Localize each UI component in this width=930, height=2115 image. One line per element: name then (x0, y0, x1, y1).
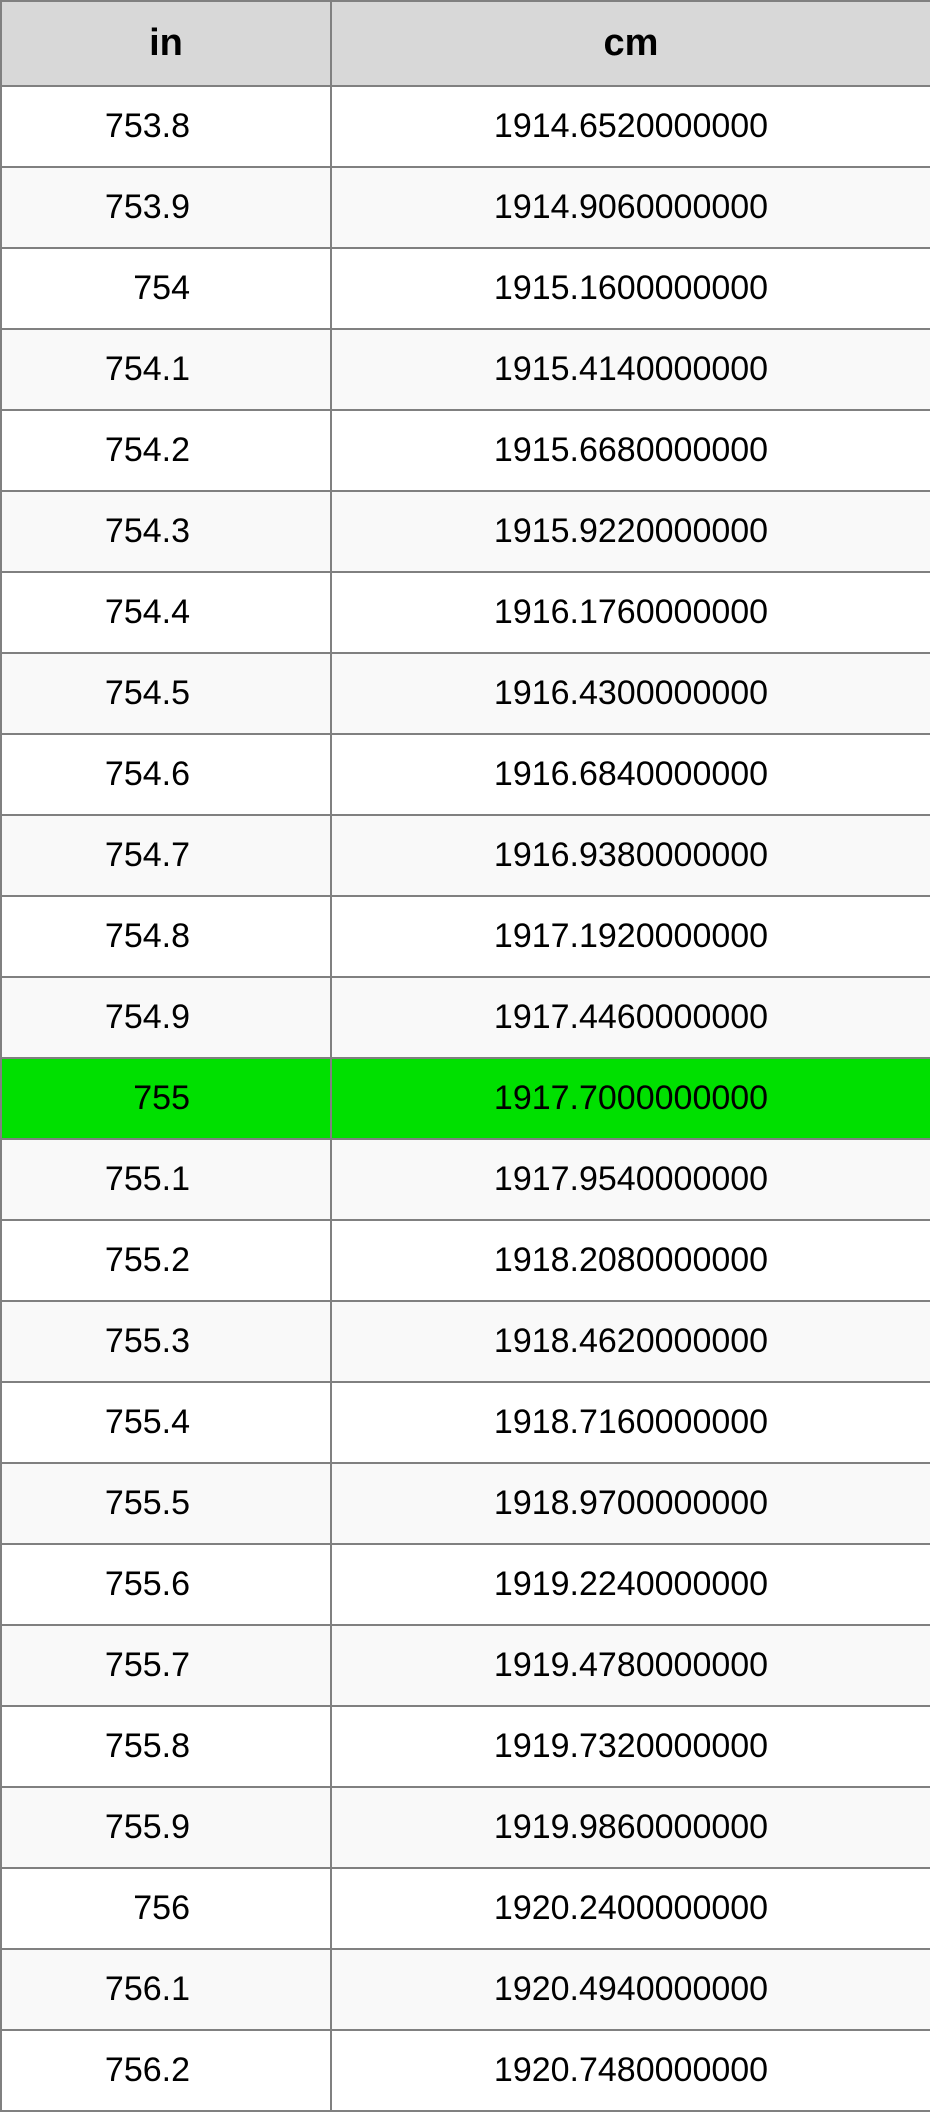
cell-cm: 1918.4620000000 (331, 1301, 930, 1382)
cell-in: 754.5 (1, 653, 331, 734)
cell-cm: 1919.2240000000 (331, 1544, 930, 1625)
table-row: 754.41916.1760000000 (1, 572, 930, 653)
cell-in: 755.6 (1, 1544, 331, 1625)
table-header-row: in cm (1, 1, 930, 86)
table-row: 755.81919.7320000000 (1, 1706, 930, 1787)
cell-in: 755.9 (1, 1787, 331, 1868)
cell-in: 754.2 (1, 410, 331, 491)
cell-cm: 1920.2400000000 (331, 1868, 930, 1949)
cell-in: 754.9 (1, 977, 331, 1058)
cell-cm: 1918.9700000000 (331, 1463, 930, 1544)
table-row: 755.21918.2080000000 (1, 1220, 930, 1301)
cell-in: 753.8 (1, 86, 331, 167)
table-row: 7541915.1600000000 (1, 248, 930, 329)
cell-cm: 1917.9540000000 (331, 1139, 930, 1220)
table-row: 754.21915.6680000000 (1, 410, 930, 491)
table-row: 754.81917.1920000000 (1, 896, 930, 977)
table-row: 756.21920.7480000000 (1, 2030, 930, 2111)
cell-cm: 1915.6680000000 (331, 410, 930, 491)
cell-in: 755.4 (1, 1382, 331, 1463)
cell-cm: 1920.4940000000 (331, 1949, 930, 2030)
cell-cm: 1919.9860000000 (331, 1787, 930, 1868)
table-row: 755.61919.2240000000 (1, 1544, 930, 1625)
cell-in: 755.5 (1, 1463, 331, 1544)
table-row: 754.91917.4460000000 (1, 977, 930, 1058)
table-row: 754.51916.4300000000 (1, 653, 930, 734)
cell-cm: 1916.4300000000 (331, 653, 930, 734)
cell-in: 755.2 (1, 1220, 331, 1301)
cell-cm: 1915.1600000000 (331, 248, 930, 329)
table-row: 755.51918.9700000000 (1, 1463, 930, 1544)
cell-in: 754.6 (1, 734, 331, 815)
table-row: 753.91914.9060000000 (1, 167, 930, 248)
cell-in: 754.4 (1, 572, 331, 653)
table-row: 754.61916.6840000000 (1, 734, 930, 815)
table-row: 756.11920.4940000000 (1, 1949, 930, 2030)
cell-in: 754.7 (1, 815, 331, 896)
table-row: 754.71916.9380000000 (1, 815, 930, 896)
cell-in: 756 (1, 1868, 331, 1949)
table-row: 754.11915.4140000000 (1, 329, 930, 410)
cell-cm: 1918.7160000000 (331, 1382, 930, 1463)
cell-cm: 1914.9060000000 (331, 167, 930, 248)
table-row: 755.71919.4780000000 (1, 1625, 930, 1706)
cell-in: 754.8 (1, 896, 331, 977)
cell-in: 754 (1, 248, 331, 329)
cell-in: 754.3 (1, 491, 331, 572)
cell-cm: 1916.6840000000 (331, 734, 930, 815)
cell-in: 755.3 (1, 1301, 331, 1382)
cell-cm: 1914.6520000000 (331, 86, 930, 167)
cell-cm: 1918.2080000000 (331, 1220, 930, 1301)
cell-cm: 1916.9380000000 (331, 815, 930, 896)
table-row: 7561920.2400000000 (1, 1868, 930, 1949)
cell-cm: 1917.7000000000 (331, 1058, 930, 1139)
table-row: 7551917.7000000000 (1, 1058, 930, 1139)
table-row: 754.31915.9220000000 (1, 491, 930, 572)
conversion-table: in cm 753.81914.6520000000753.91914.9060… (0, 0, 930, 2112)
cell-in: 755.8 (1, 1706, 331, 1787)
cell-cm: 1916.1760000000 (331, 572, 930, 653)
cell-cm: 1915.4140000000 (331, 329, 930, 410)
header-in: in (1, 1, 331, 86)
table-row: 753.81914.6520000000 (1, 86, 930, 167)
table-row: 755.11917.9540000000 (1, 1139, 930, 1220)
cell-cm: 1919.7320000000 (331, 1706, 930, 1787)
table-row: 755.31918.4620000000 (1, 1301, 930, 1382)
cell-in: 755.7 (1, 1625, 331, 1706)
table-row: 755.91919.9860000000 (1, 1787, 930, 1868)
cell-in: 755.1 (1, 1139, 331, 1220)
cell-cm: 1919.4780000000 (331, 1625, 930, 1706)
cell-in: 756.2 (1, 2030, 331, 2111)
cell-cm: 1915.9220000000 (331, 491, 930, 572)
cell-cm: 1917.4460000000 (331, 977, 930, 1058)
table-row: 755.41918.7160000000 (1, 1382, 930, 1463)
cell-in: 753.9 (1, 167, 331, 248)
cell-in: 754.1 (1, 329, 331, 410)
cell-cm: 1920.7480000000 (331, 2030, 930, 2111)
cell-in: 755 (1, 1058, 331, 1139)
header-cm: cm (331, 1, 930, 86)
cell-in: 756.1 (1, 1949, 331, 2030)
cell-cm: 1917.1920000000 (331, 896, 930, 977)
